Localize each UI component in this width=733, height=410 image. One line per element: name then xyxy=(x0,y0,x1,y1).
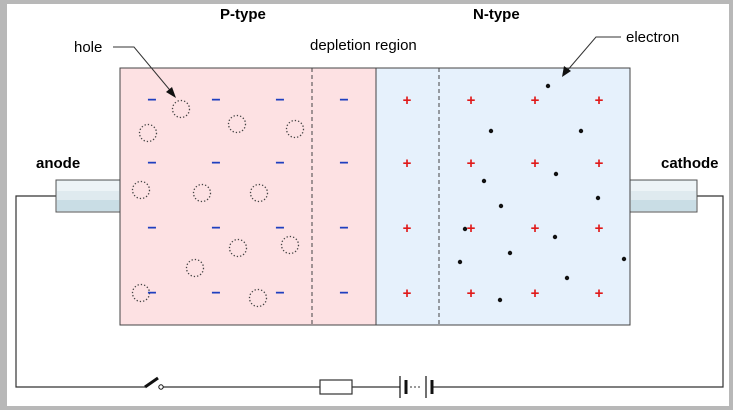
hole-leader-line xyxy=(113,46,175,96)
electron-icon xyxy=(481,178,487,184)
negative-charge-icon: − xyxy=(147,285,156,302)
circuit-wire-right xyxy=(432,195,724,388)
negative-charge-icon: − xyxy=(147,92,156,109)
hole-label: hole xyxy=(74,39,103,56)
negative-charge-icon: − xyxy=(211,92,220,109)
resistor-icon xyxy=(319,379,353,395)
hole-leader-arrow xyxy=(166,87,176,98)
p-type-label: P-type xyxy=(220,6,266,23)
electron-icon xyxy=(552,234,558,240)
p-type-region xyxy=(119,67,377,326)
negative-charge-icon: − xyxy=(147,220,156,237)
negative-charge-icon: − xyxy=(339,155,348,172)
anode-electrode xyxy=(55,179,121,213)
negative-charge-icon: − xyxy=(275,92,284,109)
hole-icon xyxy=(131,180,151,200)
switch-icon xyxy=(144,376,164,390)
positive-charge-icon: + xyxy=(531,92,540,109)
positive-charge-icon: + xyxy=(403,285,412,302)
negative-charge-icon: − xyxy=(339,220,348,237)
electron-icon xyxy=(553,171,559,177)
electron-icon xyxy=(595,195,601,201)
positive-charge-icon: + xyxy=(531,220,540,237)
electron-icon xyxy=(507,250,513,256)
electron-icon xyxy=(498,203,504,209)
negative-charge-icon: − xyxy=(275,285,284,302)
negative-charge-icon: − xyxy=(339,285,348,302)
circuit-wire xyxy=(15,195,145,388)
positive-charge-icon: + xyxy=(595,92,604,109)
positive-charge-icon: + xyxy=(467,285,476,302)
hole-icon xyxy=(285,119,305,139)
electron-icon xyxy=(488,128,494,134)
hole-icon xyxy=(280,235,300,255)
positive-charge-icon: + xyxy=(403,155,412,172)
holes-group xyxy=(131,99,305,308)
n-type-label: N-type xyxy=(473,6,520,23)
cathode-electrode xyxy=(629,179,698,213)
electron-icon xyxy=(621,256,627,262)
positive-charge-icon: + xyxy=(595,220,604,237)
electron-label: electron xyxy=(626,29,680,46)
electron-icon xyxy=(462,226,468,232)
negative-charge-icon: − xyxy=(211,155,220,172)
positive-charge-icon: + xyxy=(467,155,476,172)
negative-charge-icon: − xyxy=(275,220,284,237)
hole-icon xyxy=(249,183,269,203)
hole-icon xyxy=(248,288,268,308)
electron-icon xyxy=(564,275,570,281)
hole-icon xyxy=(192,183,212,203)
hole-icon xyxy=(171,99,191,119)
charges-group: − − − − + + + + − − − − + + + + − − − − + + + + − − − − + + + + xyxy=(147,92,603,302)
battery-icon xyxy=(399,376,434,398)
electron-leader-line xyxy=(565,36,621,73)
positive-charge-icon: + xyxy=(403,92,412,109)
hole-icon xyxy=(131,283,151,303)
electron-leader-arrow xyxy=(562,66,571,77)
negative-charge-icon: − xyxy=(275,155,284,172)
hole-icon xyxy=(228,238,248,258)
positive-charge-icon: + xyxy=(467,92,476,109)
electrons-group xyxy=(457,83,627,303)
positive-charge-icon: + xyxy=(595,285,604,302)
positive-charge-icon: + xyxy=(531,285,540,302)
n-type-region xyxy=(375,67,631,326)
negative-charge-icon: − xyxy=(211,220,220,237)
electron-icon xyxy=(497,297,503,303)
positive-charge-icon: + xyxy=(531,155,540,172)
cathode-label: cathode xyxy=(661,155,719,172)
negative-charge-icon: − xyxy=(211,285,220,302)
hole-icon xyxy=(138,123,158,143)
electron-icon xyxy=(578,128,584,134)
electron-icon xyxy=(545,83,551,89)
depletion-region-label: depletion region xyxy=(310,37,417,54)
hole-icon xyxy=(185,258,205,278)
negative-charge-icon: − xyxy=(339,92,348,109)
negative-charge-icon: − xyxy=(147,155,156,172)
positive-charge-icon: + xyxy=(595,155,604,172)
positive-charge-icon: + xyxy=(403,220,412,237)
hole-icon xyxy=(227,114,247,134)
electron-icon xyxy=(457,259,463,265)
anode-label: anode xyxy=(36,155,81,172)
positive-charge-icon: + xyxy=(467,220,476,237)
